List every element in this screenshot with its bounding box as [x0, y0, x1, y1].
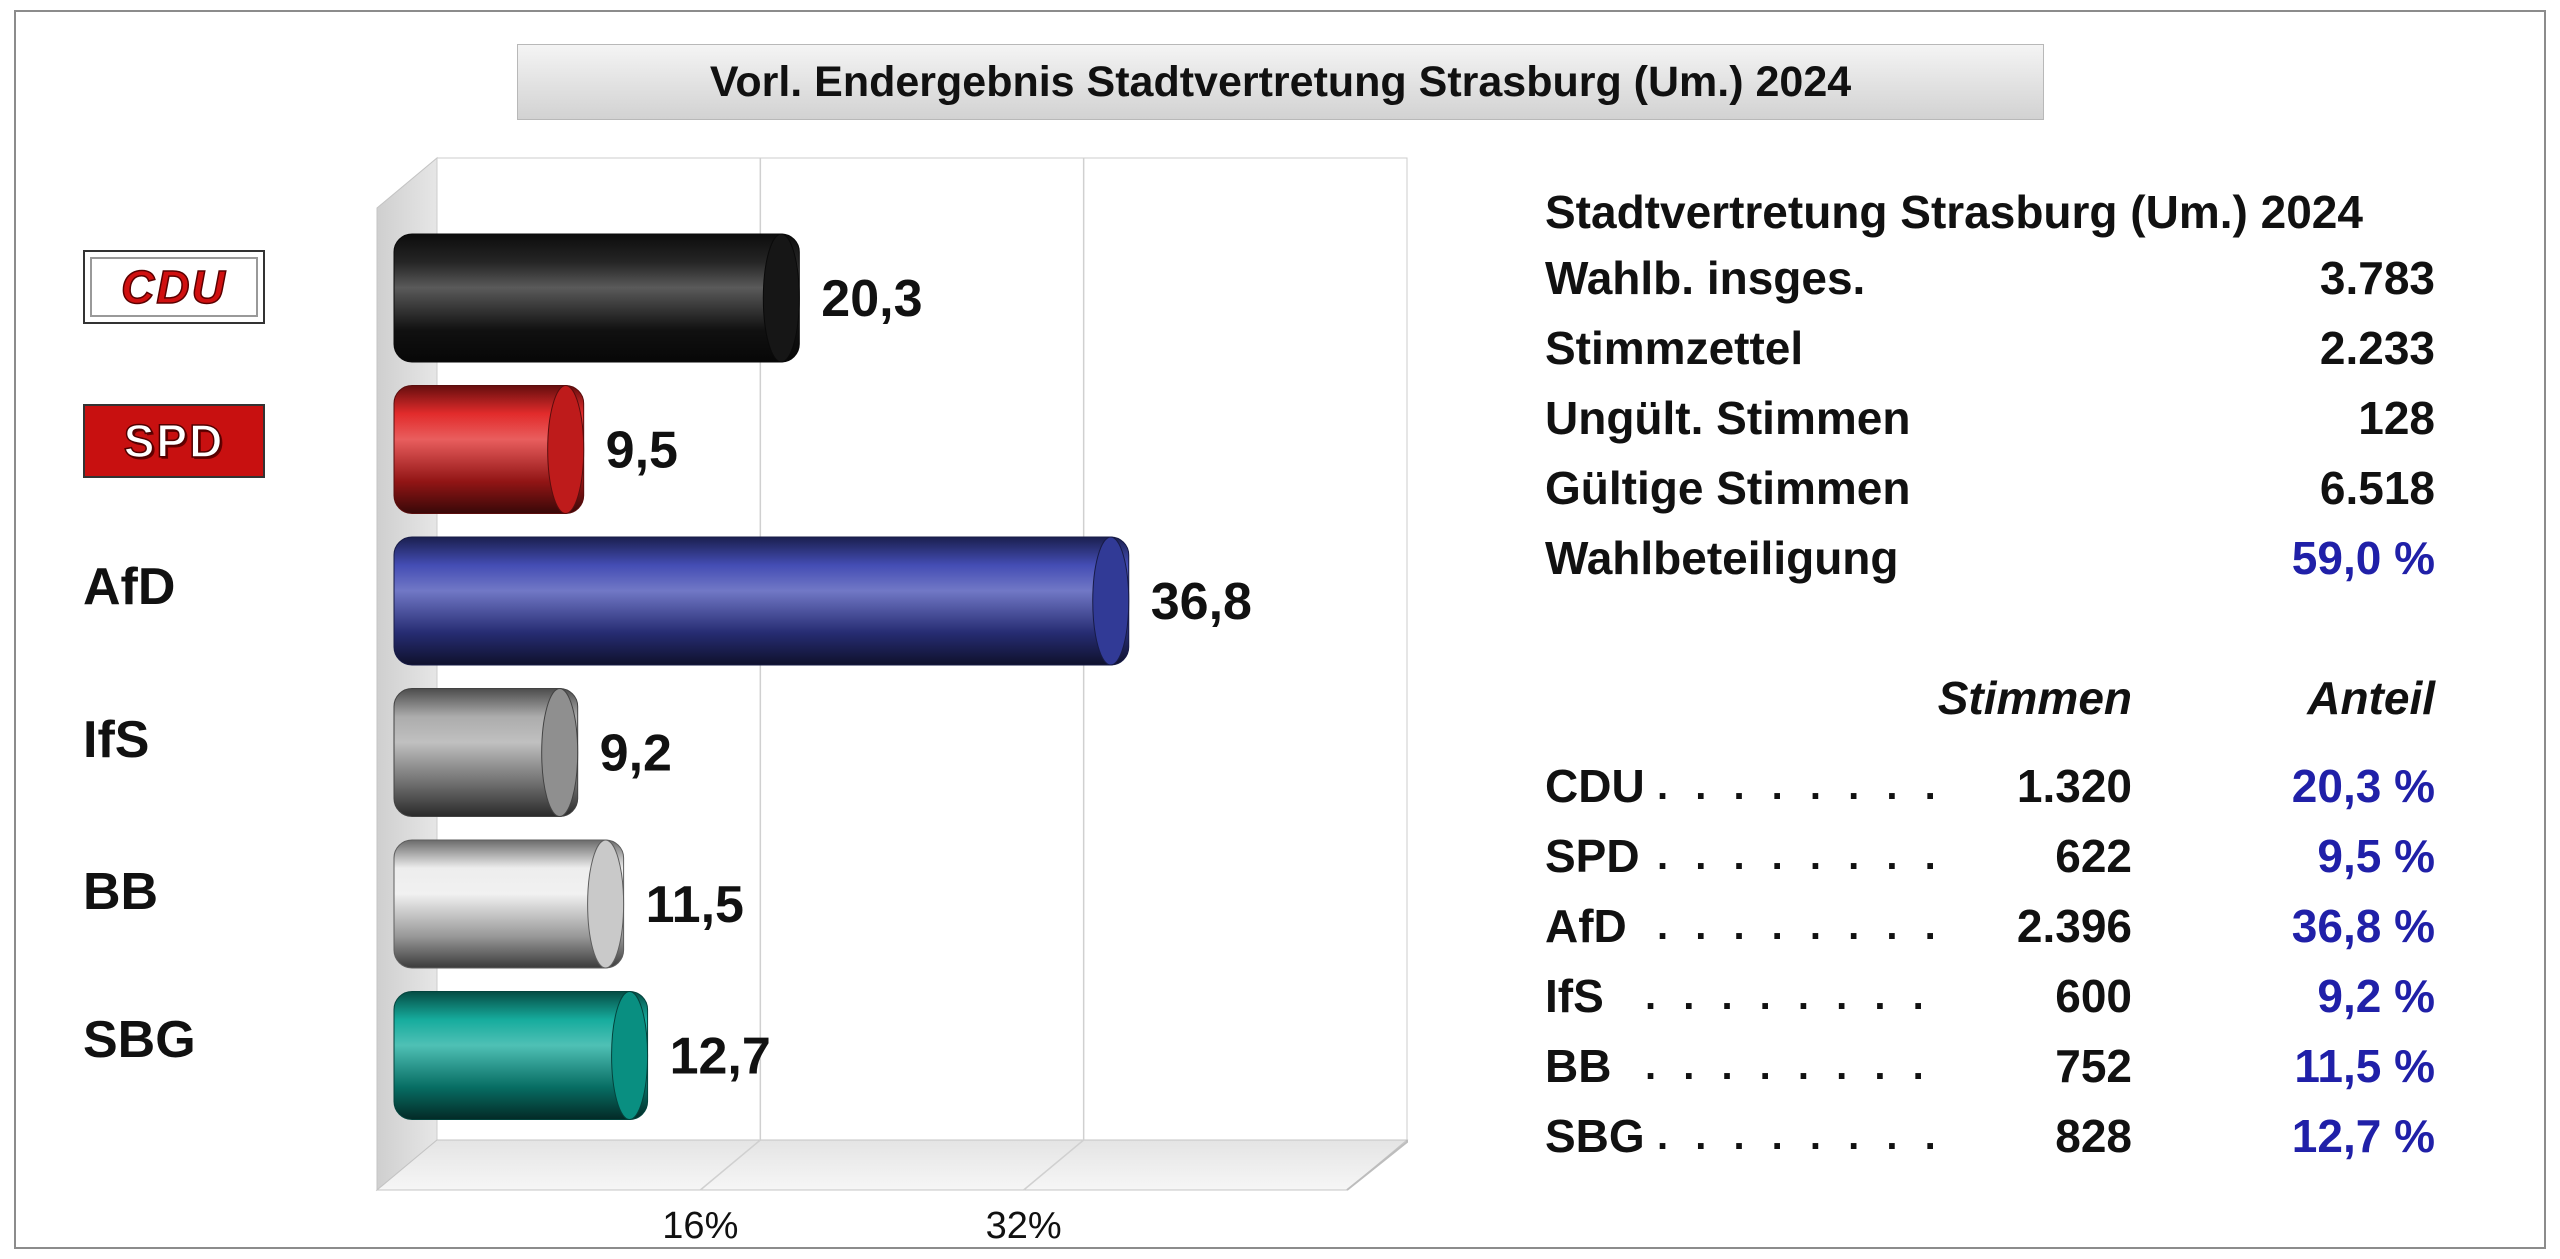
result-party: BB	[1545, 1040, 1612, 1092]
bar-ifs	[393, 688, 579, 817]
result-share: 12,7 %	[2291, 1110, 2435, 1162]
bar-end-cap	[541, 688, 579, 817]
result-dots: . . . . . . . .	[1657, 904, 1944, 948]
stat-value: 128	[2358, 392, 2435, 444]
stat-row-turnout: Wahlbeteiligung 59,0 %	[1545, 528, 2435, 588]
result-row-spd: SPD . . . . . . . . 622 9,5 %	[1545, 826, 2435, 886]
result-row-bb: BB . . . . . . . . 752 11,5 %	[1545, 1036, 2435, 1096]
bar-end-cap	[1092, 536, 1130, 666]
data-label: 9,5	[606, 422, 678, 480]
result-row-ifs: IfS . . . . . . . . 600 9,2 %	[1545, 966, 2435, 1026]
result-votes: 1.320	[2016, 760, 2132, 812]
result-votes: 622	[2055, 830, 2132, 882]
stat-value: 3.783	[2319, 252, 2435, 304]
stats-heading-text: Stadtvertretung Strasburg (Um.) 2024	[1545, 186, 2363, 238]
gridline-floor	[1023, 1139, 1085, 1191]
stat-row-eligible: Wahlb. insges. 3.783	[1545, 248, 2435, 308]
result-row-cdu: CDU . . . . . . . . 1.320 20,3 %	[1545, 756, 2435, 816]
data-label: 20,3	[821, 270, 922, 328]
result-dots: . . . . . . . .	[1657, 834, 1944, 878]
cdu-logo-text: CDU	[90, 257, 258, 317]
result-party: SBG	[1545, 1110, 1645, 1162]
chart-floor	[375, 1139, 1409, 1191]
bar-end-cap	[547, 385, 585, 514]
party-label-sbg: SBG	[83, 1011, 196, 1069]
result-party: SPD	[1545, 830, 1640, 882]
result-dots: . . . . . . . .	[1645, 974, 1932, 1018]
x-tick-label: 32%	[986, 1205, 1062, 1247]
chart-title: Vorl. Endergebnis Stadtvertretung Strasb…	[517, 44, 2044, 120]
data-label: 36,8	[1151, 573, 1252, 631]
bar-end-cap	[587, 839, 625, 969]
result-votes: 600	[2055, 970, 2132, 1022]
party-label-bb: BB	[83, 863, 159, 921]
result-dots: . . . . . . . .	[1657, 1114, 1944, 1158]
result-party: AfD	[1545, 900, 1627, 952]
data-label: 12,7	[670, 1028, 771, 1086]
stat-label: Ungült. Stimmen	[1545, 392, 1911, 444]
bar-body	[393, 536, 1130, 666]
cdu-logo: CDU	[83, 250, 265, 324]
stat-row-ballots: Stimmzettel 2.233	[1545, 318, 2435, 378]
stat-row-valid: Gültige Stimmen 6.518	[1545, 458, 2435, 518]
result-share: 36,8 %	[2291, 900, 2435, 952]
stat-label: Wahlbeteiligung	[1545, 532, 1899, 584]
result-share: 9,2 %	[2317, 970, 2435, 1022]
stat-value: 6.518	[2319, 462, 2435, 514]
result-votes: 828	[2055, 1110, 2132, 1162]
stat-row-invalid: Ungült. Stimmen 128	[1545, 388, 2435, 448]
result-share: 9,5 %	[2317, 830, 2435, 882]
result-votes: 752	[2055, 1040, 2132, 1092]
bar-sbg	[393, 991, 649, 1120]
result-dots: . . . . . . . .	[1657, 764, 1944, 808]
party-label-ifs: IfS	[83, 711, 150, 769]
data-label: 9,2	[600, 725, 672, 783]
result-share: 20,3 %	[2291, 760, 2435, 812]
chart-floor-edge	[1346, 1140, 1408, 1191]
party-label-afd: AfD	[83, 558, 176, 616]
stats-heading: Stadtvertretung Strasburg (Um.) 2024	[1545, 182, 2435, 242]
bar-body	[393, 991, 649, 1120]
x-tick-label: 16%	[662, 1205, 738, 1247]
bar-spd	[393, 385, 585, 514]
bar-afd	[393, 536, 1130, 666]
stat-value-turnout: 59,0 %	[2291, 532, 2435, 584]
result-party: IfS	[1545, 970, 1604, 1022]
result-share: 11,5 %	[2294, 1040, 2435, 1092]
result-votes: 2.396	[2016, 900, 2132, 952]
share-header: Anteil	[2307, 672, 2435, 724]
result-dots: . . . . . . . .	[1645, 1044, 1932, 1088]
gridline-floor	[699, 1139, 761, 1191]
votes-header: Stimmen	[1937, 672, 2132, 724]
result-row-afd: AfD . . . . . . . . 2.396 36,8 %	[1545, 896, 2435, 956]
bar-bb	[393, 839, 625, 969]
data-label: 11,5	[646, 876, 744, 934]
stat-label: Gültige Stimmen	[1545, 462, 1911, 514]
spd-logo-text: SPD	[92, 413, 256, 469]
chart-title-text: Vorl. Endergebnis Stadtvertretung Strasb…	[709, 57, 1852, 106]
bar-cdu	[393, 233, 800, 363]
stat-value: 2.233	[2319, 322, 2435, 374]
bar-end-cap	[611, 991, 649, 1120]
spd-logo: SPD	[83, 404, 265, 478]
stat-label: Stimmzettel	[1545, 322, 1804, 374]
result-party: CDU	[1545, 760, 1645, 812]
stat-label: Wahlb. insges.	[1545, 252, 1866, 304]
bar-body	[393, 233, 800, 363]
bar-end-cap	[762, 233, 800, 363]
result-row-sbg: SBG . . . . . . . . 828 12,7 %	[1545, 1106, 2435, 1166]
